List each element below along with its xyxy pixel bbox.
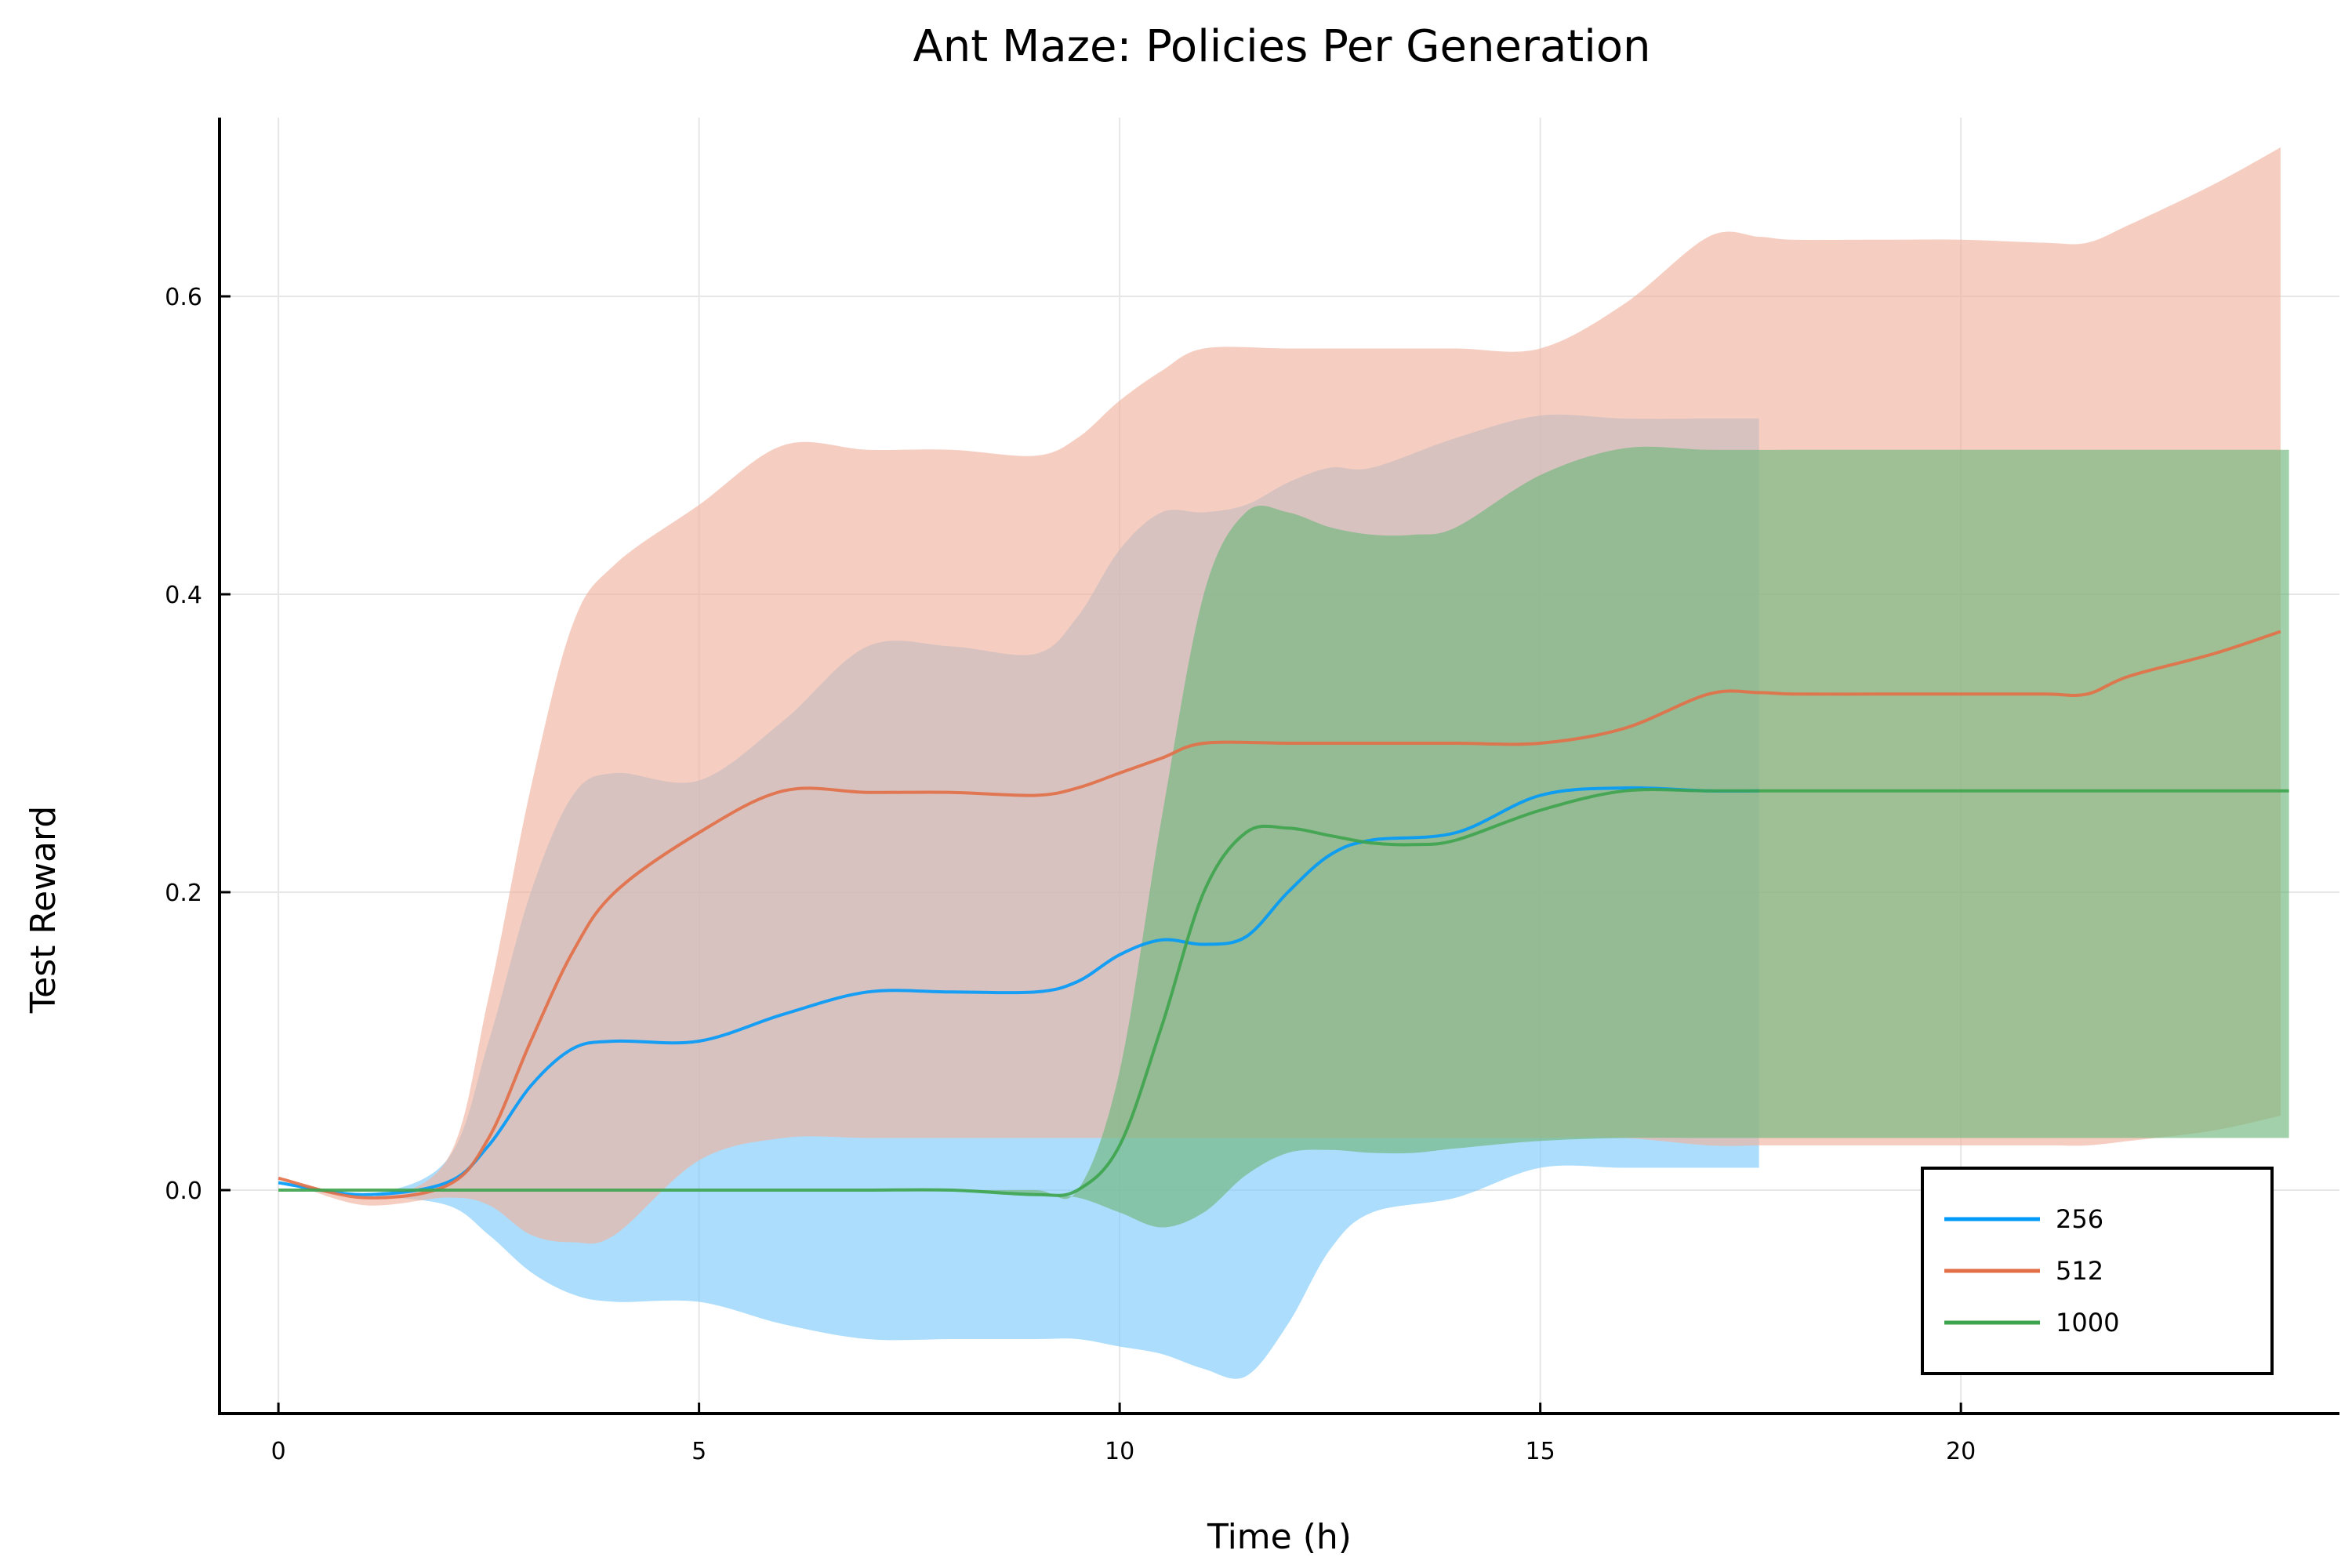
y-tick-label: 0.0 <box>165 1178 202 1205</box>
x-tick-label: 5 <box>691 1438 706 1465</box>
x-tick-label: 20 <box>1946 1438 1976 1465</box>
series-lines <box>278 630 2289 1200</box>
x-tick-label: 15 <box>1526 1438 1555 1465</box>
tick-labels: 0 5 10 15 20 0.0 0.2 0.4 0.6 <box>165 284 1976 1465</box>
x-tick-label: 0 <box>271 1438 286 1465</box>
line-series-1000 <box>278 787 2289 1197</box>
legend-label-256: 256 <box>2056 1204 2103 1234</box>
x-tick-label: 10 <box>1105 1438 1134 1465</box>
legend-label-1000: 1000 <box>2056 1308 2119 1338</box>
chart-title: Ant Maze: Policies Per Generation <box>913 21 1650 72</box>
y-axis-label: Test Reward <box>24 806 64 1014</box>
band-series-1000 <box>278 446 2289 1228</box>
confidence-bands <box>278 147 2289 1379</box>
y-tick-label: 0.2 <box>165 880 202 907</box>
legend: 256 512 1000 <box>1921 1167 2274 1375</box>
y-tick-label: 0.4 <box>165 582 202 609</box>
x-axis-label: Time (h) <box>1207 1517 1352 1557</box>
legend-label-512: 512 <box>2056 1256 2103 1286</box>
line-series-256 <box>278 786 1759 1196</box>
axes <box>218 118 2339 1415</box>
line-series-512 <box>278 630 2281 1200</box>
y-tick-label: 0.6 <box>165 284 202 311</box>
